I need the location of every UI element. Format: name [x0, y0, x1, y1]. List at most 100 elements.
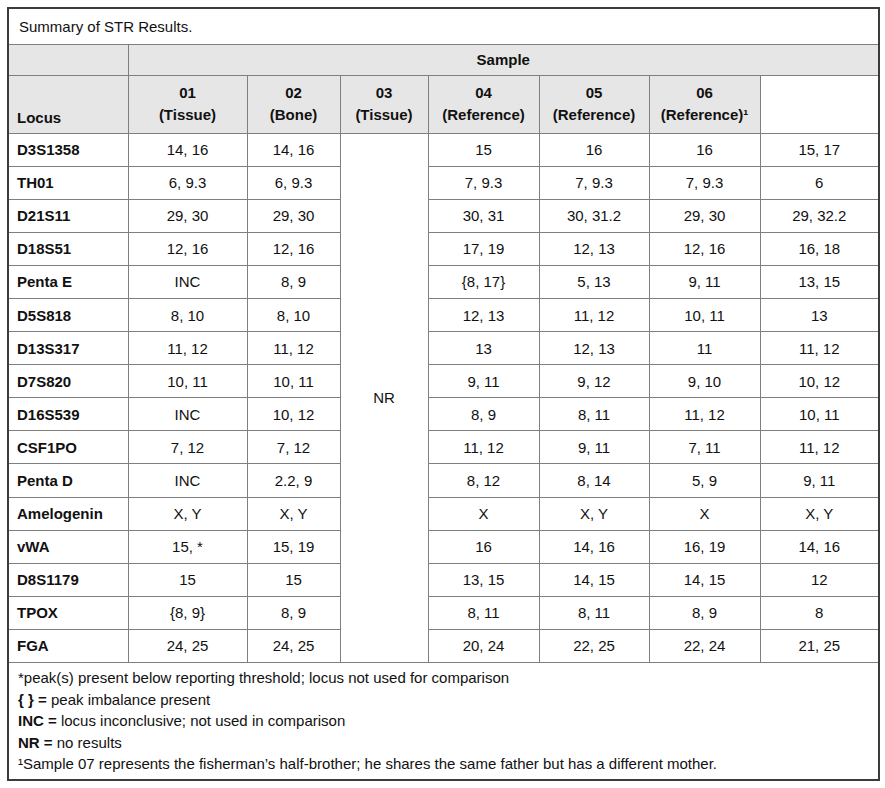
allele-value: X — [649, 497, 760, 530]
allele-value: 9, 10 — [649, 365, 760, 398]
sample-group-row: Sample — [8, 44, 879, 75]
allele-value: 15 — [247, 563, 340, 596]
table-row-D16S539: D16S539INC10, 128, 98, 1111, 1210, 11 — [8, 398, 879, 431]
allele-value: 15, * — [128, 530, 247, 563]
allele-value: 10, 11 — [760, 398, 879, 431]
note-prefix: { } = — [18, 691, 47, 708]
allele-value: 11, 12 — [247, 332, 340, 365]
allele-value: 8, 10 — [128, 298, 247, 331]
allele-value: 11, 12 — [760, 332, 879, 365]
locus-name: Amelogenin — [8, 497, 128, 530]
allele-value: 7, 11 — [649, 431, 760, 464]
allele-value: 30, 31.2 — [539, 199, 649, 232]
allele-value: 12, 16 — [128, 232, 247, 265]
allele-value: 29, 32.2 — [760, 199, 879, 232]
sample-column-header-03: 03 (Tissue) — [340, 75, 428, 133]
table-row-D13S317: D13S31711, 1211, 121312, 131111, 12 — [8, 332, 879, 365]
allele-value: X — [428, 497, 539, 530]
allele-value: X, Y — [539, 497, 649, 530]
allele-value: 8 — [760, 596, 879, 629]
page: Summary of STR Results. Sample Locus 01 … — [0, 0, 885, 788]
table-row-D21S11: D21S1129, 3029, 3030, 3130, 31.229, 3029… — [8, 199, 879, 232]
allele-value: 9, 11 — [649, 265, 760, 298]
allele-value: 14, 16 — [539, 530, 649, 563]
allele-value: 14, 15 — [649, 563, 760, 596]
table-row-D8S1179: D8S1179151513, 1514, 1514, 1512 — [8, 563, 879, 596]
locus-name: CSF1PO — [8, 431, 128, 464]
allele-value: 15 — [428, 133, 539, 166]
allele-value: 10, 11 — [247, 365, 340, 398]
allele-value: 7, 9.3 — [428, 166, 539, 199]
allele-value: 8, 11 — [539, 398, 649, 431]
allele-value: 16 — [539, 133, 649, 166]
locus-column-header: Locus — [8, 75, 128, 133]
note-text: locus inconclusive; not used in comparis… — [57, 712, 346, 729]
note-text: ¹Sample 07 represents the fisherman’s ha… — [18, 755, 717, 772]
allele-value: 12 — [760, 563, 879, 596]
allele-value: {8, 17} — [428, 265, 539, 298]
locus-name: vWA — [8, 530, 128, 563]
title-row: Summary of STR Results. — [8, 8, 879, 44]
sample-column-header-04: 04 (Reference) — [428, 75, 539, 133]
locus-name: D3S1358 — [8, 133, 128, 166]
table-row-Amelogenin: AmelogeninX, YX, YXX, YXX, Y — [8, 497, 879, 530]
table-row-D7S820: D7S82010, 1110, 119, 119, 129, 1010, 12 — [8, 365, 879, 398]
allele-value: 22, 25 — [539, 629, 649, 662]
allele-value: 10, 12 — [760, 365, 879, 398]
note-line: *peak(s) present below reporting thresho… — [18, 667, 869, 689]
allele-value: 21, 25 — [760, 629, 879, 662]
allele-value: INC — [128, 398, 247, 431]
locus-name: D7S820 — [8, 365, 128, 398]
table-row-FGA: FGA24, 2524, 2520, 2422, 2522, 2421, 25 — [8, 629, 879, 662]
note-text: peak imbalance present — [47, 691, 210, 708]
sample-group-header: Sample — [128, 44, 879, 75]
table-row-D3S1358: D3S135814, 1614, 16NR15161615, 17 — [8, 133, 879, 166]
allele-value: 14, 16 — [760, 530, 879, 563]
allele-value: 17, 19 — [428, 232, 539, 265]
str-results-table: Summary of STR Results. Sample Locus 01 … — [7, 7, 880, 781]
allele-value: 16 — [428, 530, 539, 563]
allele-value: 8, 11 — [539, 596, 649, 629]
locus-name: D5S818 — [8, 298, 128, 331]
allele-value: 16, 19 — [649, 530, 760, 563]
allele-value: 15, 19 — [247, 530, 340, 563]
allele-value: 10, 11 — [649, 298, 760, 331]
allele-value: 11, 12 — [128, 332, 247, 365]
allele-value: X, Y — [760, 497, 879, 530]
allele-value: 11, 12 — [760, 431, 879, 464]
allele-value: 15 — [128, 563, 247, 596]
note-line: INC = locus inconclusive; not used in co… — [18, 710, 869, 732]
allele-value: 11, 12 — [428, 431, 539, 464]
allele-value: 7, 9.3 — [649, 166, 760, 199]
allele-value: 13 — [428, 332, 539, 365]
allele-value: 8, 12 — [428, 464, 539, 497]
locus-name: TH01 — [8, 166, 128, 199]
allele-value: 29, 30 — [128, 199, 247, 232]
table-row-CSF1PO: CSF1PO7, 127, 1211, 129, 117, 1111, 12 — [8, 431, 879, 464]
page-title: Summary of STR Results. — [8, 8, 879, 44]
note-line: NR = no results — [18, 732, 869, 754]
table-row-vWA: vWA15, *15, 191614, 1616, 1914, 16 — [8, 530, 879, 563]
corner-cell — [8, 44, 128, 75]
allele-value: INC — [128, 265, 247, 298]
allele-value: {8, 9} — [128, 596, 247, 629]
nr-merged-cell: NR — [340, 133, 428, 663]
allele-value: 8, 9 — [428, 398, 539, 431]
allele-value: 29, 30 — [649, 199, 760, 232]
note-text: *peak(s) present below reporting thresho… — [18, 669, 509, 686]
allele-value: 8, 9 — [649, 596, 760, 629]
allele-value: 12, 16 — [649, 232, 760, 265]
allele-value: 29, 30 — [247, 199, 340, 232]
allele-value: 5, 9 — [649, 464, 760, 497]
allele-value: 11 — [649, 332, 760, 365]
allele-value: 6, 9.3 — [128, 166, 247, 199]
allele-value: 10, 12 — [247, 398, 340, 431]
allele-value: 9, 12 — [539, 365, 649, 398]
allele-value: 13, 15 — [760, 265, 879, 298]
table-body: D3S135814, 1614, 16NR15161615, 17TH016, … — [8, 133, 879, 663]
allele-value: 8, 14 — [539, 464, 649, 497]
allele-value: 20, 24 — [428, 629, 539, 662]
allele-value: 9, 11 — [760, 464, 879, 497]
allele-value: 30, 31 — [428, 199, 539, 232]
locus-name: D16S539 — [8, 398, 128, 431]
